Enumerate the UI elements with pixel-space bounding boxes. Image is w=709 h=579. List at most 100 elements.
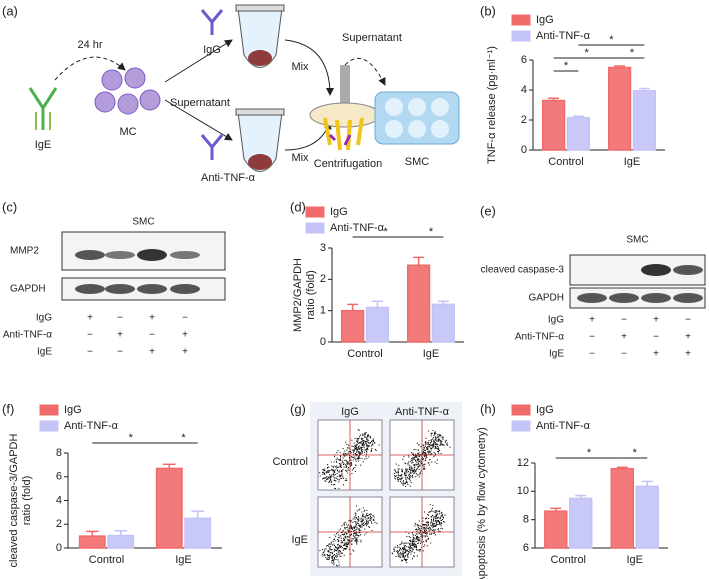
arrow [284,39,334,96]
sign: − [685,315,691,326]
bar [632,90,657,151]
y-tick-label: 4 [521,84,527,96]
band [170,284,200,294]
arrow [344,57,386,86]
x-tick-label: IgE [423,348,440,360]
y-tick-label: 0 [56,542,62,554]
row-label: Anti-TNF-α [515,332,564,343]
legend-swatch [511,420,531,432]
significance-mark: * [584,47,589,59]
band [137,249,167,261]
sign: − [621,349,627,360]
y-tick-label: 0 [521,144,527,156]
legend-label: IgG [536,14,554,26]
legend-swatch [511,30,531,42]
y-tick-label: 2 [320,273,326,285]
column-label: Anti-TNF-α [395,406,450,418]
sign: + [87,313,93,324]
panel-label: (a) [2,3,18,18]
band-label: cleaved caspase-3 [481,265,565,276]
row-label: IgE [549,349,564,360]
panel-label: (b) [480,3,496,18]
band [75,284,105,294]
legend-label: Anti-TNF-α [536,420,591,432]
panel-label: (c) [2,199,17,214]
significance-mark: * [633,447,638,459]
mast-cells [94,67,161,115]
row-label: IgG [36,313,52,324]
sign: − [589,349,595,360]
legend-label: IgG [330,206,348,218]
y-tick-label: 12 [517,457,529,469]
sign: − [117,347,123,358]
bar [541,99,566,151]
arrow [164,39,233,83]
bar [155,467,183,549]
band [609,293,639,303]
error-bar [437,300,449,305]
y-axis-label: TNF-α release (pg·ml⁻¹) [486,46,498,164]
significance-mark: * [129,432,134,444]
band [673,293,703,303]
arrow [284,121,332,151]
error-bar [638,87,650,91]
row-label: Control [273,456,308,468]
sign: + [182,330,188,341]
panel-label: (f) [2,401,14,416]
sign: + [653,349,659,360]
error-bar [550,507,562,512]
error-bar [641,480,653,487]
label: Supernatant [170,97,230,109]
band-label: GAPDH [10,284,46,295]
y-axis-label: ratio (fold) [305,270,317,320]
error-bar [614,65,626,68]
band [673,265,703,275]
band [641,264,671,276]
error-bar [191,510,205,519]
legend-label: Anti-TNF-α [536,30,591,42]
label: MC [119,126,136,138]
sign: − [149,330,155,341]
bar [544,510,568,549]
x-tick-label: Control [548,156,583,168]
band [105,251,135,259]
bar [569,497,593,549]
legend-label: Anti-TNF-α [64,420,119,432]
y-tick-label: 8 [56,447,62,459]
panel-label: (h) [480,401,496,416]
y-tick-label: 10 [517,485,529,497]
y-axis-label: ratio (fold) [21,476,33,526]
error-bar [575,494,587,499]
label: SMC [405,156,430,168]
tube [235,4,285,68]
sign: − [87,330,93,341]
flow-dots [319,505,378,567]
row-label: IgG [548,315,564,326]
error-bar [85,530,99,537]
ige-icon [28,87,58,130]
x-tick-label: IgE [175,554,192,566]
y-tick-label: 4 [56,494,62,506]
cell-plate [374,91,460,145]
label: Anti-TNF-α [201,172,256,184]
y-axis-label: cleaved caspase-3/GAPDH [8,434,20,568]
sign: + [149,313,155,324]
legend-swatch [39,404,59,416]
bar [78,535,106,549]
bar [566,117,591,151]
y-tick-label: 2 [521,114,527,126]
row-label: IgE [37,347,52,358]
band [137,284,167,294]
label: IgE [35,139,52,151]
bar [365,306,390,343]
blot-title: SMC [626,235,648,246]
bar [431,303,456,343]
band-label: MMP2 [10,246,39,257]
legend-label: IgG [536,404,554,416]
label: 24 hr [77,39,102,51]
legend-label: Anti-TNF-α [330,222,385,234]
x-tick-label: Control [347,348,382,360]
significance-mark: * [587,447,592,459]
